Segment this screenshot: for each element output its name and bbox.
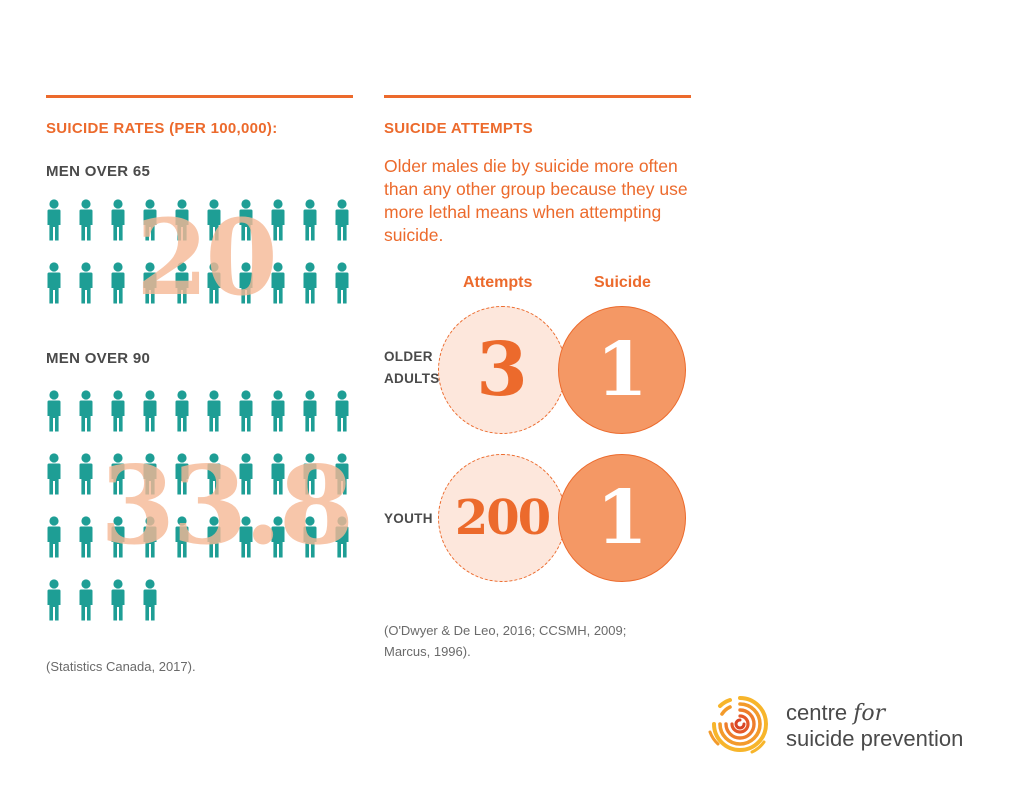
older-adults-label: OLDER ADULTS bbox=[384, 346, 440, 390]
men-over-90-person-icon bbox=[174, 516, 190, 558]
men-over-90-person-icon bbox=[46, 453, 62, 495]
older-adults-label-line2: ADULTS bbox=[384, 371, 440, 386]
youth-suicide-circle bbox=[558, 454, 686, 582]
brand-line2: suicide prevention bbox=[786, 726, 964, 751]
men-over-90-person-icon bbox=[302, 453, 318, 495]
rates-heading: SUICIDE RATES (PER 100,000): bbox=[46, 120, 278, 137]
men-over-90-person-icon bbox=[78, 390, 94, 432]
men-over-90-label: MEN OVER 90 bbox=[46, 350, 151, 367]
attempts-column-header: Attempts bbox=[463, 274, 533, 291]
fingerprint-swirl-icon bbox=[700, 684, 780, 769]
men-over-90-person-icon bbox=[142, 453, 158, 495]
older-adults-suicide-circle bbox=[558, 306, 686, 434]
older-adults-attempts-value: 3 bbox=[476, 327, 528, 413]
youth-attempts-value: 200 bbox=[454, 490, 551, 546]
men-over-90-person-icon bbox=[334, 516, 350, 558]
attempts-top-rule bbox=[384, 95, 691, 98]
men-over-90-person-icon bbox=[78, 453, 94, 495]
men-over-65-person-icon bbox=[206, 262, 222, 304]
men-over-90-person-icon bbox=[334, 453, 350, 495]
older-adults-attempts-circle bbox=[438, 306, 566, 434]
men-over-90-pictogram bbox=[46, 390, 356, 640]
men-over-65-person-icon bbox=[78, 262, 94, 304]
men-over-90-person-icon bbox=[142, 579, 158, 621]
men-over-65-person-icon bbox=[238, 262, 254, 304]
men-over-90-person-icon bbox=[302, 516, 318, 558]
men-over-90-person-icon bbox=[110, 453, 126, 495]
men-over-65-person-icon bbox=[174, 262, 190, 304]
rates-source: (Statistics Canada, 2017). bbox=[46, 659, 196, 674]
youth-suicide-value: 1 bbox=[596, 475, 648, 561]
men-over-65-person-icon bbox=[270, 262, 286, 304]
men-over-65-person-icon bbox=[110, 262, 126, 304]
men-over-90-person-icon bbox=[174, 453, 190, 495]
men-over-65-person-icon bbox=[334, 199, 350, 241]
men-over-90-person-icon bbox=[46, 516, 62, 558]
attempts-source: (O'Dwyer & De Leo, 2016; CCSMH, 2009; Ma… bbox=[384, 620, 626, 662]
suicide-column-header: Suicide bbox=[594, 274, 651, 291]
men-over-90-person-icon bbox=[206, 453, 222, 495]
men-over-90-person-icon bbox=[110, 516, 126, 558]
men-over-90-person-icon bbox=[78, 579, 94, 621]
older-adults-label-line1: OLDER bbox=[384, 349, 433, 364]
men-over-90-person-icon bbox=[110, 579, 126, 621]
attempts-source-line2: Marcus, 1996). bbox=[384, 644, 471, 659]
brand-word-for: for bbox=[853, 701, 886, 726]
men-over-65-pictogram bbox=[46, 199, 356, 319]
men-over-65-person-icon bbox=[302, 262, 318, 304]
brand-line1: centre for bbox=[786, 700, 963, 726]
men-over-65-person-icon bbox=[302, 199, 318, 241]
men-over-90-person-icon bbox=[206, 516, 222, 558]
men-over-90-person-icon bbox=[238, 390, 254, 432]
older-adults-suicide-value: 1 bbox=[596, 327, 648, 413]
men-over-65-person-icon bbox=[238, 199, 254, 241]
men-over-65-person-icon bbox=[46, 262, 62, 304]
men-over-90-person-icon bbox=[238, 453, 254, 495]
brand-wordmark: centre for suicide prevention bbox=[786, 700, 963, 751]
men-over-90-person-icon bbox=[270, 453, 286, 495]
men-over-65-person-icon bbox=[46, 199, 62, 241]
men-over-90-person-icon bbox=[174, 390, 190, 432]
attempts-heading: SUICIDE ATTEMPTS bbox=[384, 120, 533, 137]
men-over-65-person-icon bbox=[142, 262, 158, 304]
men-over-65-person-icon bbox=[174, 199, 190, 241]
men-over-90-person-icon bbox=[46, 390, 62, 432]
youth-label: YOUTH bbox=[384, 511, 433, 526]
men-over-65-person-icon bbox=[334, 262, 350, 304]
men-over-90-person-icon bbox=[46, 579, 62, 621]
men-over-90-person-icon bbox=[270, 390, 286, 432]
men-over-90-person-icon bbox=[238, 516, 254, 558]
men-over-65-person-icon bbox=[78, 199, 94, 241]
brand-word-centre: centre bbox=[786, 700, 848, 725]
men-over-65-person-icon bbox=[110, 199, 126, 241]
men-over-65-person-icon bbox=[206, 199, 222, 241]
men-over-90-person-icon bbox=[110, 390, 126, 432]
attempts-intro: Older males die by suicide more often th… bbox=[384, 156, 688, 245]
men-over-90-person-icon bbox=[142, 390, 158, 432]
rates-top-rule bbox=[46, 95, 353, 98]
men-over-65-person-icon bbox=[270, 199, 286, 241]
men-over-90-person-icon bbox=[206, 390, 222, 432]
men-over-65-label: MEN OVER 65 bbox=[46, 163, 151, 180]
men-over-90-person-icon bbox=[302, 390, 318, 432]
men-over-65-person-icon bbox=[142, 199, 158, 241]
men-over-90-person-icon bbox=[142, 516, 158, 558]
men-over-90-person-icon bbox=[270, 516, 286, 558]
men-over-90-person-icon bbox=[334, 390, 350, 432]
men-over-90-person-icon bbox=[78, 516, 94, 558]
attempts-source-line1: (O'Dwyer & De Leo, 2016; CCSMH, 2009; bbox=[384, 623, 627, 638]
